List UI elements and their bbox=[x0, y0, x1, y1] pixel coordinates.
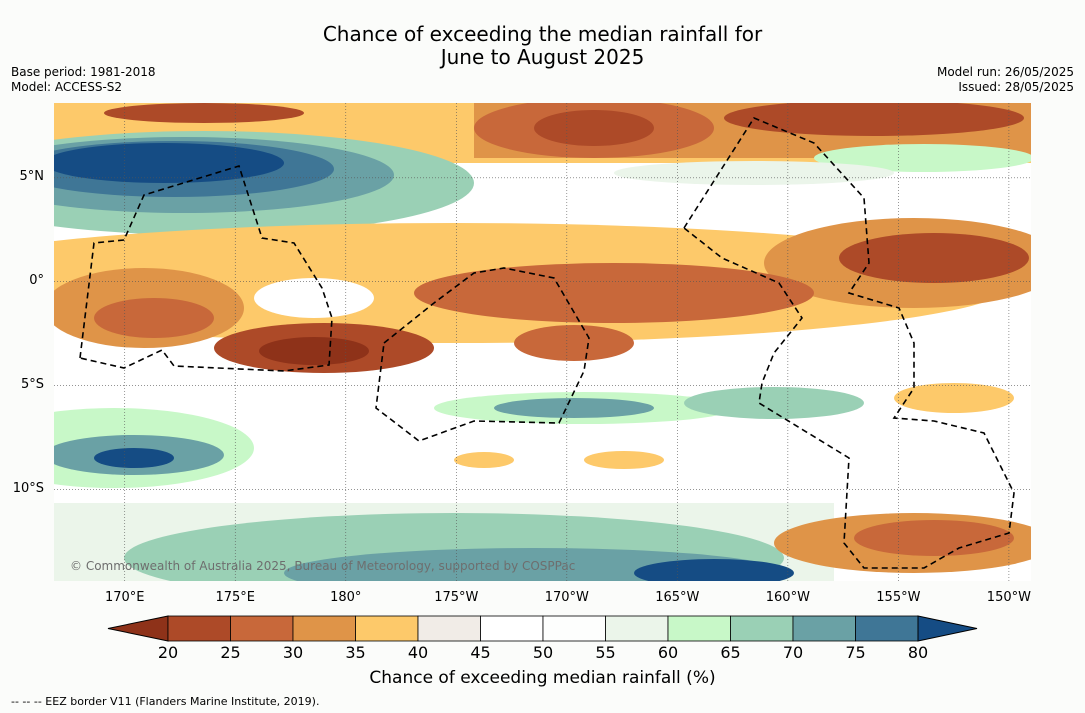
rainfall-field-patch bbox=[454, 452, 514, 468]
latitude-label: 5°N bbox=[19, 168, 45, 184]
model-label: Model: ACCESS-S2 bbox=[11, 80, 123, 94]
rainfall-field-patch bbox=[514, 325, 634, 361]
colorbar-tick-label: 80 bbox=[907, 643, 929, 662]
colorbar-tick-label: 20 bbox=[157, 643, 179, 662]
map-title-line-2: June to August 2025 bbox=[440, 45, 645, 69]
rainfall-field-patch bbox=[94, 298, 214, 338]
map-gridlines bbox=[54, 103, 1031, 581]
rainfall-field-patch bbox=[854, 520, 1014, 556]
colorbar-cell bbox=[855, 615, 919, 642]
longitude-label: 175°W bbox=[434, 590, 479, 605]
rainfall-field-patch bbox=[684, 387, 864, 419]
rainfall-field-patch bbox=[584, 451, 664, 469]
colorbar-cell bbox=[792, 615, 856, 642]
longitude-label: 150°W bbox=[986, 590, 1031, 605]
longitude-label: 175°E bbox=[215, 590, 256, 605]
rainfall-field-patch bbox=[614, 161, 894, 185]
colorbar-tick-label: 30 bbox=[282, 643, 304, 662]
longitude-label: 170°W bbox=[544, 590, 589, 605]
rainfall-field-patch bbox=[94, 448, 174, 468]
rainfall-field-patch bbox=[894, 383, 1014, 413]
latitude-label: 10°S bbox=[12, 480, 44, 496]
eez-border-line bbox=[79, 165, 333, 372]
map-title-line-1: Chance of exceeding the median rainfall … bbox=[322, 22, 763, 46]
colorbar bbox=[107, 615, 978, 642]
longitude-label: 180° bbox=[330, 590, 362, 605]
eez-border-line bbox=[683, 117, 1015, 569]
rainfall-map-svg bbox=[54, 103, 1031, 581]
colorbar-cell bbox=[230, 615, 294, 642]
rainfall-map bbox=[54, 103, 1031, 581]
rainfall-field-patch bbox=[814, 144, 1031, 172]
colorbar-tick-label: 45 bbox=[470, 643, 491, 662]
rainfall-field-patch bbox=[724, 103, 1024, 136]
rainfall-field-patch bbox=[634, 559, 794, 581]
model-run-label: Model run: 26/05/2025 bbox=[936, 65, 1074, 79]
latitude-label: 5°S bbox=[20, 376, 44, 392]
rainfall-field-patch bbox=[54, 143, 284, 183]
colorbar-tick-label: 50 bbox=[532, 643, 554, 662]
colorbar-tick-label: 65 bbox=[720, 643, 741, 662]
longitude-label: 170°E bbox=[104, 590, 145, 605]
longitude-label: 160°W bbox=[765, 590, 810, 605]
rainfall-field-patch bbox=[534, 110, 654, 146]
copyright-notice: © Commonwealth of Australia 2025, Bureau… bbox=[70, 559, 576, 573]
eez-border-line bbox=[375, 267, 590, 442]
colorbar-cell bbox=[167, 615, 231, 642]
colorbar-tick-label: 70 bbox=[782, 643, 804, 662]
colorbar-tick-label: 40 bbox=[407, 643, 429, 662]
latitude-label: 0° bbox=[29, 272, 44, 288]
colorbar-cell bbox=[480, 615, 544, 642]
eez-borders bbox=[79, 117, 1015, 569]
colorbar-low-extend bbox=[107, 615, 169, 642]
longitude-label: 165°W bbox=[655, 590, 700, 605]
rainfall-field-patch bbox=[494, 398, 654, 418]
colorbar-tick-label: 75 bbox=[845, 643, 866, 662]
colorbar-cell bbox=[417, 615, 481, 642]
colorbar-high-extend bbox=[917, 615, 978, 642]
eez-legend-note: -- -- -- EEZ border V11 (Flanders Marine… bbox=[11, 695, 320, 708]
colorbar-tick-label: 60 bbox=[657, 643, 679, 662]
colorbar-tick-label: 35 bbox=[345, 643, 366, 662]
rainfall-field-patch bbox=[839, 233, 1029, 283]
colorbar-label: Chance of exceeding median rainfall (%) bbox=[369, 668, 716, 688]
colorbar-cell bbox=[730, 615, 794, 642]
base-period-label: Base period: 1981-2018 bbox=[11, 65, 156, 79]
colorbar-cell bbox=[542, 615, 606, 642]
rainfall-probability-field bbox=[54, 103, 1031, 581]
colorbar-tick-label: 25 bbox=[220, 643, 241, 662]
issued-label: Issued: 28/05/2025 bbox=[958, 80, 1074, 94]
rainfall-field-patch bbox=[259, 337, 369, 365]
rainfall-field-patch bbox=[104, 103, 304, 123]
colorbar-cell bbox=[605, 615, 669, 642]
colorbar-cell bbox=[667, 615, 731, 642]
colorbar-cell bbox=[355, 615, 419, 642]
rainfall-field-patch bbox=[414, 263, 814, 323]
colorbar-cell bbox=[292, 615, 356, 642]
colorbar-tick-label: 55 bbox=[595, 643, 616, 662]
longitude-label: 155°W bbox=[876, 590, 921, 605]
rainfall-field-patch bbox=[254, 278, 374, 318]
